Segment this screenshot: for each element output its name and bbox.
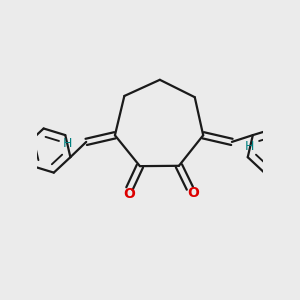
Text: O: O	[187, 186, 199, 200]
Text: O: O	[123, 187, 135, 201]
Text: H: H	[63, 136, 72, 150]
Text: H: H	[245, 140, 254, 153]
